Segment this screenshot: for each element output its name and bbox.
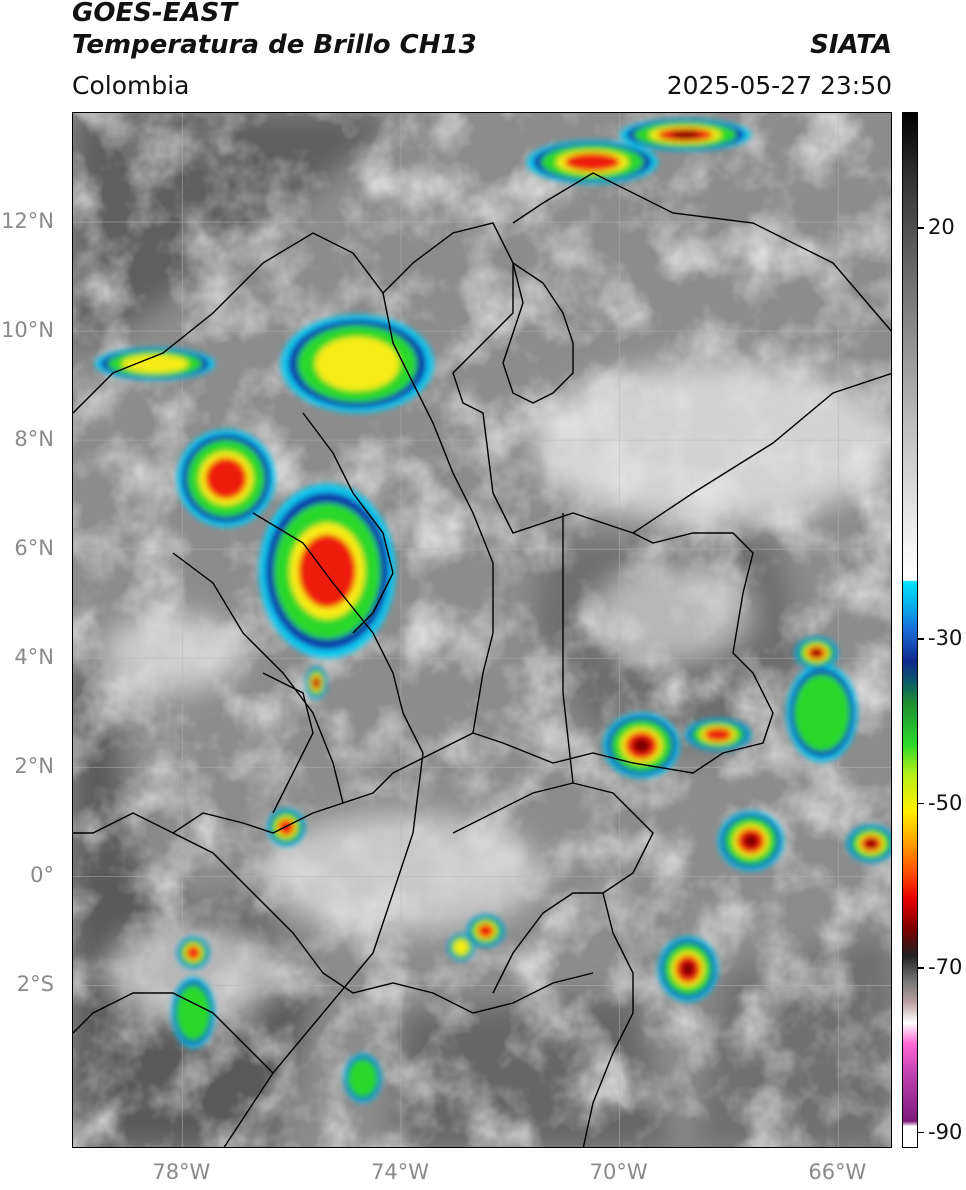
graticule [73, 113, 891, 1147]
cloud-cell-ring [743, 834, 759, 848]
colorbar-tick [918, 967, 924, 969]
cloud-cell [171, 977, 216, 1049]
latitude-tick-label: 8°N [14, 427, 54, 452]
latitude-tick-label: 6°N [14, 536, 54, 561]
colorbar-tick [918, 1131, 924, 1134]
region-label: Colombia [72, 71, 190, 100]
chart-subtitle: Temperatura de Brillo CH13 [72, 30, 477, 60]
latitude-tick-label: 2°S [16, 972, 54, 997]
latitude-tick-label: 12°N [1, 209, 54, 234]
colorbar-tick-label: -70 [928, 955, 963, 980]
cloud-cell-ring [865, 839, 877, 848]
cloud-cell-ring [205, 457, 247, 499]
organization-label: SIATA [810, 30, 892, 60]
cloud-cell [657, 936, 719, 1002]
cloud-cell-ring [633, 738, 650, 753]
cloud-cell-ring [347, 1058, 378, 1098]
cloud-cell-ring [564, 152, 620, 172]
latitude-tick-label: 4°N [14, 645, 54, 670]
colorbar-tick-label: -30 [928, 626, 963, 651]
map-canvas[interactable] [73, 113, 892, 1148]
longitude-tick-label: 78°W [152, 1160, 211, 1184]
colorbar [902, 112, 918, 1148]
cloud-cell-ring [298, 534, 356, 608]
cloud-cell [447, 933, 475, 961]
cloud-cell [176, 936, 210, 970]
cloud-cell-ring [278, 819, 295, 836]
cloud-cell [258, 483, 396, 659]
latitude-tick-label: 2°N [14, 754, 54, 779]
cloud-cell [619, 118, 751, 152]
colorbar-tick-label: 20 [928, 215, 955, 240]
country-borders [73, 172, 891, 1147]
longitude-tick-label: 66°W [808, 1160, 867, 1184]
cloud-cell-ring [704, 727, 732, 742]
cloud-cell [267, 808, 306, 847]
cloud-cell [526, 140, 658, 184]
satellite-map[interactable] [72, 112, 892, 1148]
chart-title: GOES-EAST [72, 0, 238, 28]
cloud-cell-ring [313, 679, 319, 687]
cloud-cell [94, 347, 216, 381]
cloud-cell-ring [121, 354, 189, 373]
colorbar-tick [918, 227, 924, 229]
cloud-cell-ring [794, 674, 850, 752]
convective-cells [94, 118, 891, 1103]
bright-cloud-areas [103, 363, 891, 1023]
colorbar-tick-label: -50 [928, 790, 963, 815]
cloud-cell-ring [670, 131, 700, 139]
cloud-cell-ring [176, 985, 211, 1041]
cloud-cell [786, 663, 858, 762]
cloud-cell [176, 429, 276, 528]
cloud-cell [794, 636, 839, 670]
cloud-cell [280, 314, 434, 413]
cloud-cell [305, 666, 328, 700]
cloud-cell-ring [811, 649, 822, 657]
cloud-cell-ring [186, 945, 201, 960]
cloud-cell-ring [315, 336, 400, 391]
cloud-cell-ring [453, 939, 469, 955]
latitude-tick-label: 10°N [1, 318, 54, 343]
cloud-cell-ring [681, 961, 695, 977]
cloud-cell [846, 824, 891, 863]
colorbar-tick [918, 802, 924, 805]
cloud-cell [343, 1053, 382, 1103]
colorbar-tick [918, 638, 924, 640]
cloud-cell [718, 810, 784, 871]
latitude-tick-label: 0° [30, 863, 54, 888]
longitude-tick-label: 74°W [371, 1160, 429, 1184]
cloud-cell-ring [477, 924, 494, 938]
cloud-cell [466, 914, 505, 948]
longitude-tick-label: 70°W [589, 1160, 648, 1184]
timestamp-label: 2025-05-27 23:50 [666, 71, 892, 100]
colorbar-tick-label: -90 [928, 1119, 963, 1144]
cloud-cell [685, 718, 751, 751]
